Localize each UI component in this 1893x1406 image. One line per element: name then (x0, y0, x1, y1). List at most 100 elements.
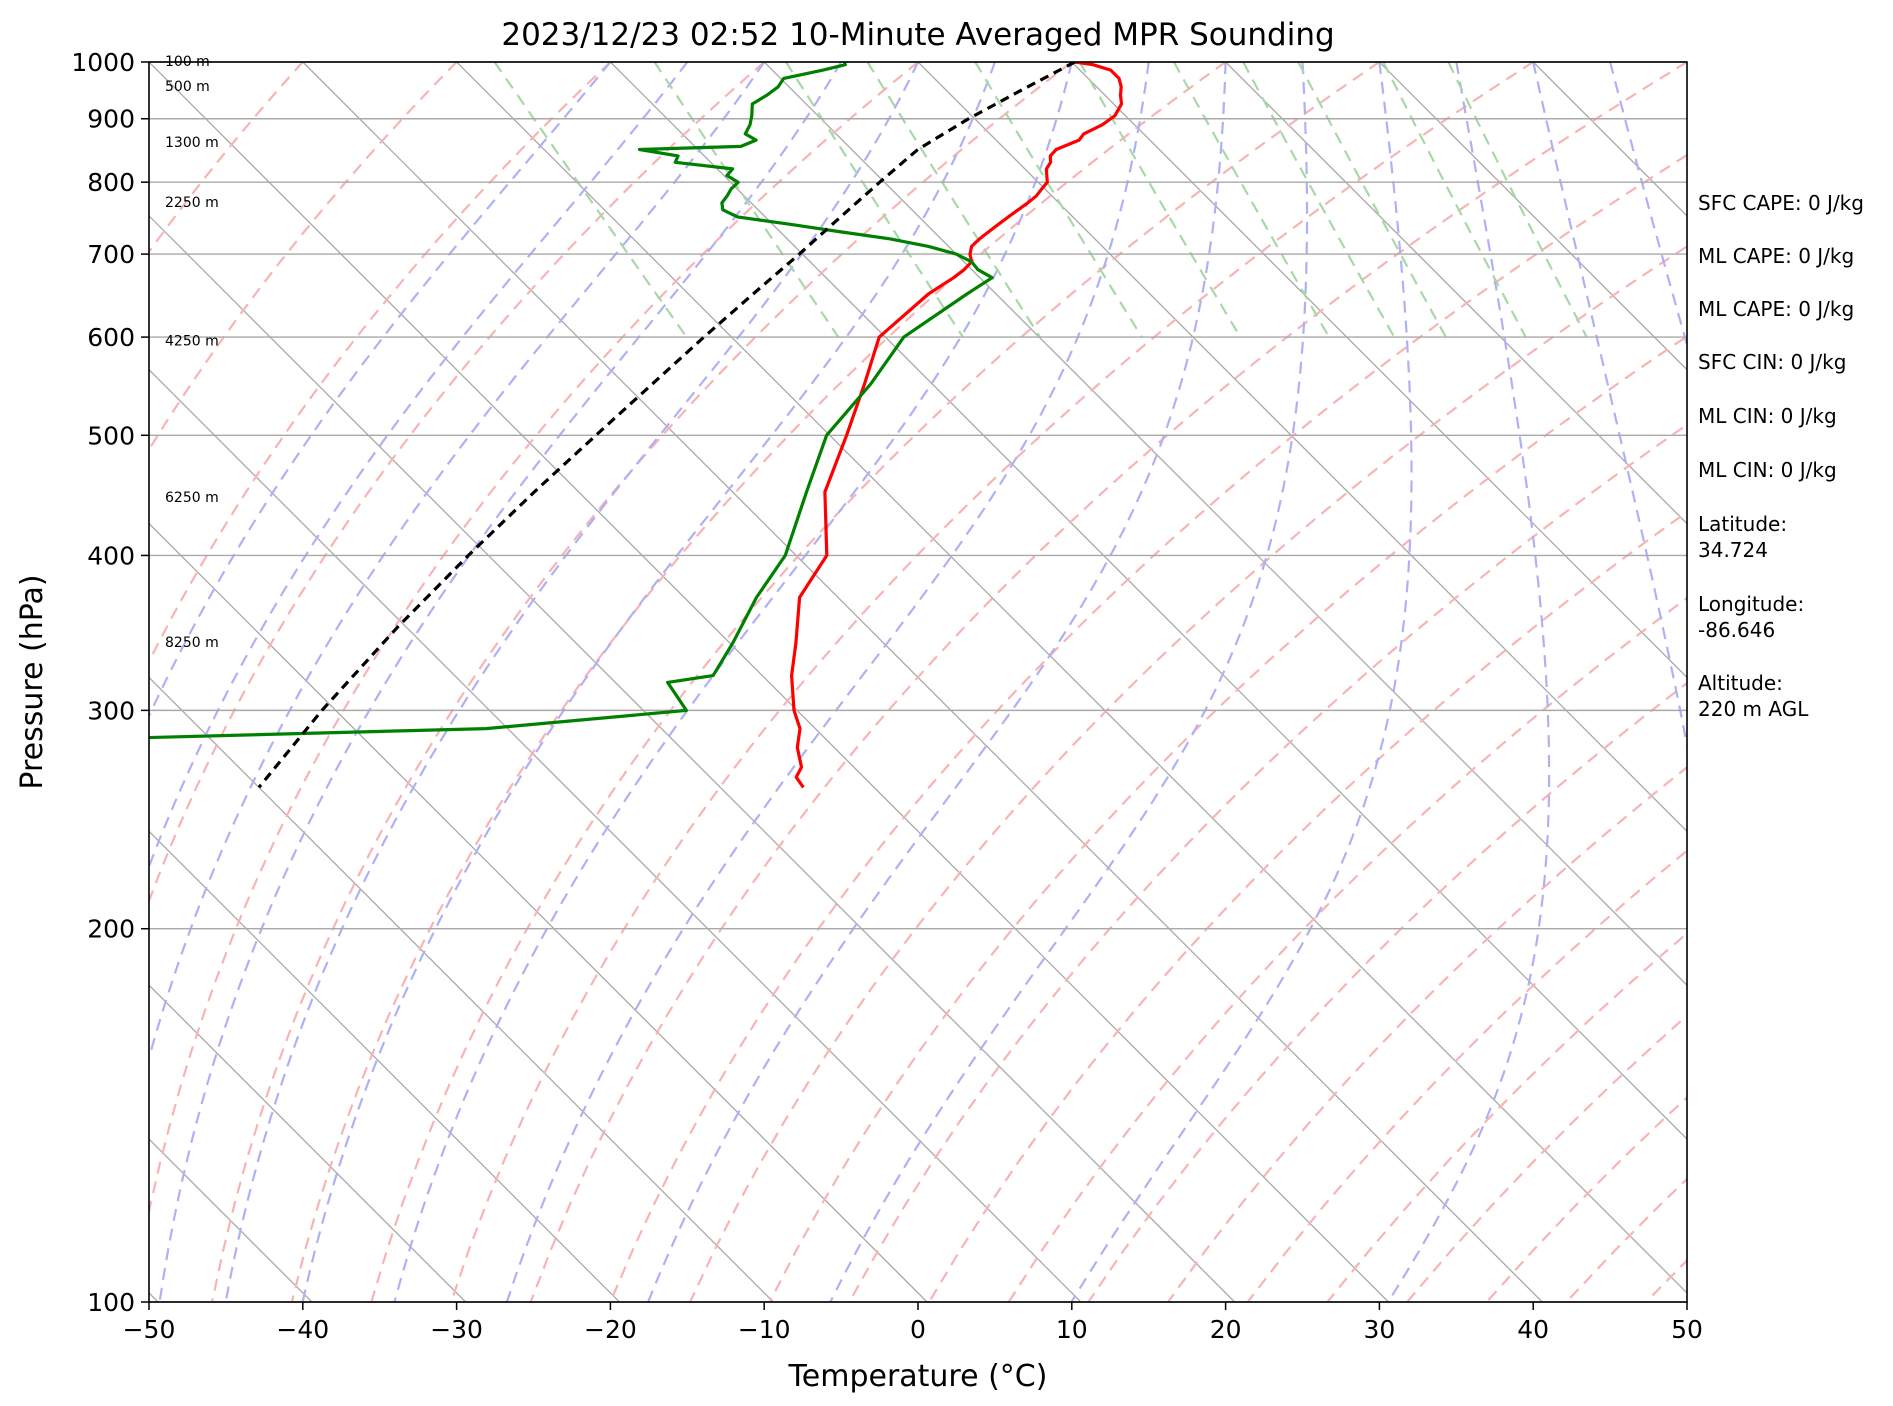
stat-line: -86.646 (1698, 618, 1775, 642)
mixing-ratio-line (1172, 62, 1331, 338)
dry-adiabat-line (149, 62, 919, 1218)
dry-adiabat-line (211, 62, 1073, 1302)
dry-adiabat-line (450, 62, 1534, 1302)
x-tick-label: −30 (430, 1315, 483, 1344)
dry-adiabat-line (529, 62, 1687, 1302)
dry-adiabat-line (1007, 596, 1687, 1302)
isotherm-line (763, 62, 1687, 987)
mixing-ratio-line (974, 62, 1143, 338)
stat-line: 220 m AGL (1698, 697, 1809, 721)
y-tick-label: 300 (87, 696, 135, 725)
y-tick-label: 200 (87, 915, 135, 944)
height-label: 1300 m (165, 135, 219, 151)
isotherm-line (0, 62, 4, 1302)
stat-line: Longitude: (1698, 592, 1804, 616)
isotherm-line (1071, 62, 1687, 679)
isobar-gridlines (149, 61, 1687, 1303)
moist-adiabat-line (1387, 62, 1551, 1302)
y-tick-label: 1000 (71, 48, 135, 77)
isotherm-line (149, 214, 1236, 1302)
sounding-profiles (149, 62, 1124, 789)
x-tick-label: −50 (123, 1315, 176, 1344)
height-label: 2250 m (165, 195, 219, 211)
dry-adiabat-line (689, 245, 1687, 1302)
x-tick-label: 10 (1056, 1315, 1088, 1344)
x-tick-label: 20 (1210, 1315, 1242, 1344)
sounding-stats: SFC CAPE: 0 J/kg ML CAPE: 0 J/kg ML CAPE: … (1698, 191, 1864, 721)
plot-frame (148, 61, 1688, 1303)
x-tick-label: −20 (584, 1315, 637, 1344)
stat-line: SFC CIN: 0 J/kg (1698, 350, 1846, 374)
y-tick-label: 700 (87, 240, 135, 269)
temperature-profile (790, 62, 1124, 789)
stat-line: ML CAPE: 0 J/kg (1698, 297, 1854, 321)
isotherm-line (456, 62, 1687, 1294)
height-label: 500 m (165, 79, 210, 95)
isotherm-line (609, 62, 1687, 1140)
x-tick-label: 30 (1363, 1315, 1395, 1344)
stat-line: SFC CAPE: 0 J/kg (1698, 191, 1864, 215)
dry-adiabat-line (609, 153, 1687, 1302)
x-axis-ticks: −50 −40 −30 −20 −10 0 10 20 30 40 50 (123, 1302, 1703, 1344)
dry-adiabat-line (370, 62, 1381, 1302)
mixing-ratio-line (653, 62, 840, 338)
dry-adiabat-line (149, 62, 612, 664)
dry-adiabat-line (1167, 765, 1687, 1302)
isotherm-line (149, 522, 928, 1302)
x-tick-label: −40 (276, 1315, 329, 1344)
y-axis-ticks: 100 200 300 400 500 600 700 800 900 1000 (71, 48, 149, 1317)
height-label: 8250 m (165, 635, 219, 651)
mixing-ratio-line (866, 62, 1041, 338)
moist-adiabat-line (1532, 62, 1687, 751)
x-tick-label: 50 (1671, 1315, 1703, 1344)
stat-line: 34.724 (1698, 538, 1768, 562)
x-axis-label: Temperature (°C) (788, 1359, 1048, 1394)
stat-line: ML CIN: 0 J/kg (1698, 458, 1837, 482)
y-tick-label: 100 (87, 1288, 135, 1317)
x-tick-label: 0 (910, 1315, 926, 1344)
dry-adiabat-line (290, 62, 1227, 1302)
isotherm-line (1225, 62, 1687, 525)
mixing-ratio-line (1382, 62, 1527, 338)
stat-line: Altitude: (1698, 671, 1783, 695)
isotherm-line (149, 368, 1082, 1302)
isotherm-line (917, 62, 1687, 833)
moist-adiabat-line (1070, 62, 1413, 1302)
moist-adiabat-line (158, 62, 843, 1302)
dewpoint-profile (149, 62, 994, 740)
isotherm-line (149, 676, 774, 1302)
mixing-ratio-line (1447, 62, 1588, 338)
y-tick-label: 500 (87, 421, 135, 450)
background-lines (0, 62, 1687, 1302)
dry-adiabat-line (1087, 681, 1687, 1302)
isotherm-line (302, 62, 1543, 1302)
isotherm-line (149, 830, 620, 1302)
y-tick-label: 400 (87, 541, 135, 570)
stat-line: ML CAPE: 0 J/kg (1698, 244, 1854, 268)
moist-adiabat-line (393, 62, 1073, 1302)
mixing-ratio-line (1242, 62, 1396, 338)
mixing-ratio-line (1297, 62, 1447, 338)
moist-adiabat-line (647, 62, 1227, 1302)
isotherm-line (149, 984, 467, 1302)
y-axis-label: Pressure (hPa) (15, 574, 50, 789)
moist-adiabat-line (505, 62, 1150, 1302)
x-tick-label: −10 (738, 1315, 791, 1344)
stat-line: Latitude: (1698, 512, 1787, 536)
moist-adiabat-line (829, 62, 1309, 1302)
moist-adiabat-line (149, 62, 612, 719)
y-tick-label: 900 (87, 105, 135, 134)
parcel-profile (257, 62, 1076, 789)
moist-adiabat-line (149, 62, 689, 870)
moist-adiabat-line (224, 62, 919, 1302)
dry-adiabat-line (149, 62, 765, 904)
y-tick-label: 800 (87, 168, 135, 197)
dry-adiabat-line (768, 334, 1687, 1302)
x-tick-label: 40 (1517, 1315, 1549, 1344)
height-label: 6250 m (165, 490, 219, 506)
isotherm-line (149, 62, 1389, 1302)
mixing-ratio-line (493, 62, 688, 338)
y-tick-label: 600 (87, 323, 135, 352)
mixing-ratio-line (1078, 62, 1242, 338)
